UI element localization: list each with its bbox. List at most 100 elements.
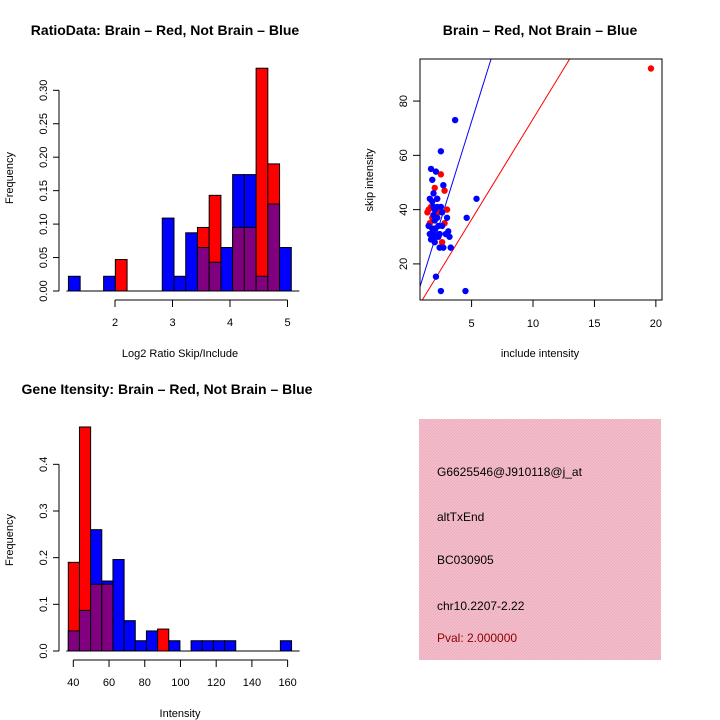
not-brain-point <box>429 198 436 205</box>
brain-fit-line <box>421 59 571 300</box>
intensity-hist-y-tick-label: 0.3 <box>38 503 50 518</box>
not-brain-point <box>447 244 454 251</box>
intensity-hist-x-tick-label: 120 <box>207 677 225 689</box>
intensity-hist-not-brain-bar <box>201 640 214 652</box>
location: chr10.2207-2.22 <box>437 599 525 613</box>
ratio-hist-title: RatioData: Brain – Red, Not Brain – Blue <box>31 22 300 38</box>
brain-point <box>647 65 655 72</box>
scatter-ylabel: skip intensity <box>364 148 376 211</box>
info-panel <box>419 419 661 660</box>
ratio-hist-y-tick-label: 0.10 <box>38 213 50 234</box>
pval: Pval: 2.000000 <box>437 631 517 645</box>
not-brain-point <box>432 168 440 175</box>
not-brain-point <box>425 222 432 230</box>
intensity-hist-brain-bar <box>157 628 170 652</box>
ratio-hist-not-brain-bar <box>279 247 292 292</box>
intensity-hist-not-brain-bar <box>145 630 159 652</box>
not-brain-point <box>427 165 435 173</box>
ratio-hist-overlap-bar <box>267 203 281 292</box>
intensity-hist-y-tick-label: 0.1 <box>38 597 50 612</box>
intensity-hist-x-tick-label: 140 <box>243 677 261 689</box>
event-type: altTxEnd <box>437 510 484 524</box>
intensity-hist-not-brain-bar <box>134 640 147 652</box>
ratio-hist-x-tick-label: 2 <box>112 317 118 329</box>
not-brain-point <box>438 222 446 230</box>
not-brain-point <box>463 214 470 221</box>
intensity-hist-not-brain-bar <box>190 640 203 652</box>
not-brain-point <box>440 244 447 251</box>
not-brain-point <box>435 233 442 240</box>
scatter-title: Brain – Red, Not Brain – Blue <box>443 22 638 38</box>
intensity-hist-overlap-bar <box>67 630 80 652</box>
not-brain-point <box>437 148 445 155</box>
ratio-hist-overlap-bar <box>232 226 245 292</box>
intensity-hist-not-brain-bar <box>212 640 226 652</box>
intensity-hist-overlap-bar <box>90 583 103 652</box>
brain-point <box>424 209 431 216</box>
scatter-y-tick-label: 80 <box>398 95 410 107</box>
not-brain-point <box>451 116 459 124</box>
not-brain-point <box>440 181 447 189</box>
scatter-y-tick-label: 20 <box>398 258 410 270</box>
ratio-hist-not-brain-bar <box>103 275 116 292</box>
probe-id: G6625546@J910118@j_at <box>437 465 583 479</box>
scatter-xlabel: include intensity <box>501 348 580 360</box>
ratio-hist-not-brain-bar <box>161 217 175 292</box>
ratio-hist-y-tick-label: 0.00 <box>38 280 50 301</box>
intensity-hist-x-tick-label: 60 <box>103 677 115 689</box>
ratio-hist-not-brain-bar <box>67 275 81 292</box>
not-brain-fit-line <box>420 59 492 287</box>
not-brain-point <box>442 230 449 238</box>
ratio-hist-x-tick-label: 3 <box>169 317 175 329</box>
scatter-plot-box <box>419 58 663 301</box>
intensity-hist-not-brain-bar <box>224 640 237 652</box>
brain-point <box>438 238 446 246</box>
scatter-y-tick-label: 60 <box>398 149 410 161</box>
brain-point <box>441 187 448 194</box>
scatter-y-tick-label: 40 <box>398 204 410 216</box>
not-brain-point <box>443 214 451 221</box>
not-brain-point <box>431 206 438 213</box>
ratio-hist-brain-bar <box>114 259 128 292</box>
ratio-hist-overlap-bar <box>196 247 210 292</box>
intensity-hist-overlap-bar <box>78 609 92 652</box>
ratio-hist-x-tick-label: 5 <box>284 317 290 329</box>
intensity-hist-x-tick-label: 160 <box>278 677 296 689</box>
ratio-hist-y-tick-label: 0.20 <box>38 146 50 167</box>
intensity-hist-not-brain-bar <box>168 640 181 652</box>
not-brain-point <box>433 195 441 202</box>
ratio-hist-y-tick-label: 0.25 <box>38 113 50 134</box>
ratio-hist-xlabel: Log2 Ratio Skip/Include <box>122 348 238 360</box>
not-brain-point <box>437 287 445 295</box>
scatter-x-tick-label: 20 <box>650 318 662 330</box>
ratio-hist-not-brain-bar <box>173 275 187 292</box>
ratio-hist-brain-bar <box>255 67 269 292</box>
intensity-hist-xlabel: Intensity <box>160 708 201 720</box>
ratio-hist-y-tick-label: 0.05 <box>38 247 50 268</box>
brain-point <box>443 206 451 213</box>
intensity-hist-x-tick-label: 40 <box>67 677 79 689</box>
intensity-hist-y-tick-label: 0.4 <box>38 457 50 472</box>
not-brain-point <box>431 238 438 246</box>
not-brain-point <box>462 287 469 295</box>
scatter-x-tick-label: 5 <box>469 318 475 330</box>
scatter-x-tick-label: 10 <box>527 318 539 330</box>
not-brain-point <box>429 176 436 183</box>
ratio-hist-overlap-bar <box>208 261 222 292</box>
ratio-hist-not-brain-bar <box>185 232 198 292</box>
not-brain-point <box>431 217 438 224</box>
intensity-hist-overlap-bar <box>101 583 114 652</box>
not-brain-point <box>430 190 437 197</box>
intensity-hist-ylabel: Frequency <box>4 514 16 566</box>
intensity-hist-not-brain-bar <box>279 640 293 652</box>
scatter-x-tick-label: 15 <box>588 318 600 330</box>
intensity-hist-not-brain-bar <box>112 559 125 652</box>
brain-point <box>431 184 438 192</box>
not-brain-point <box>437 203 445 211</box>
intensity-hist-title: Gene Itensity: Brain – Red, Not Brain – … <box>22 381 313 397</box>
ratio-hist-ylabel: Frequency <box>4 152 16 204</box>
not-brain-point <box>438 209 446 216</box>
ratio-hist-y-tick-label: 0.30 <box>38 80 50 101</box>
not-brain-point <box>432 273 440 280</box>
